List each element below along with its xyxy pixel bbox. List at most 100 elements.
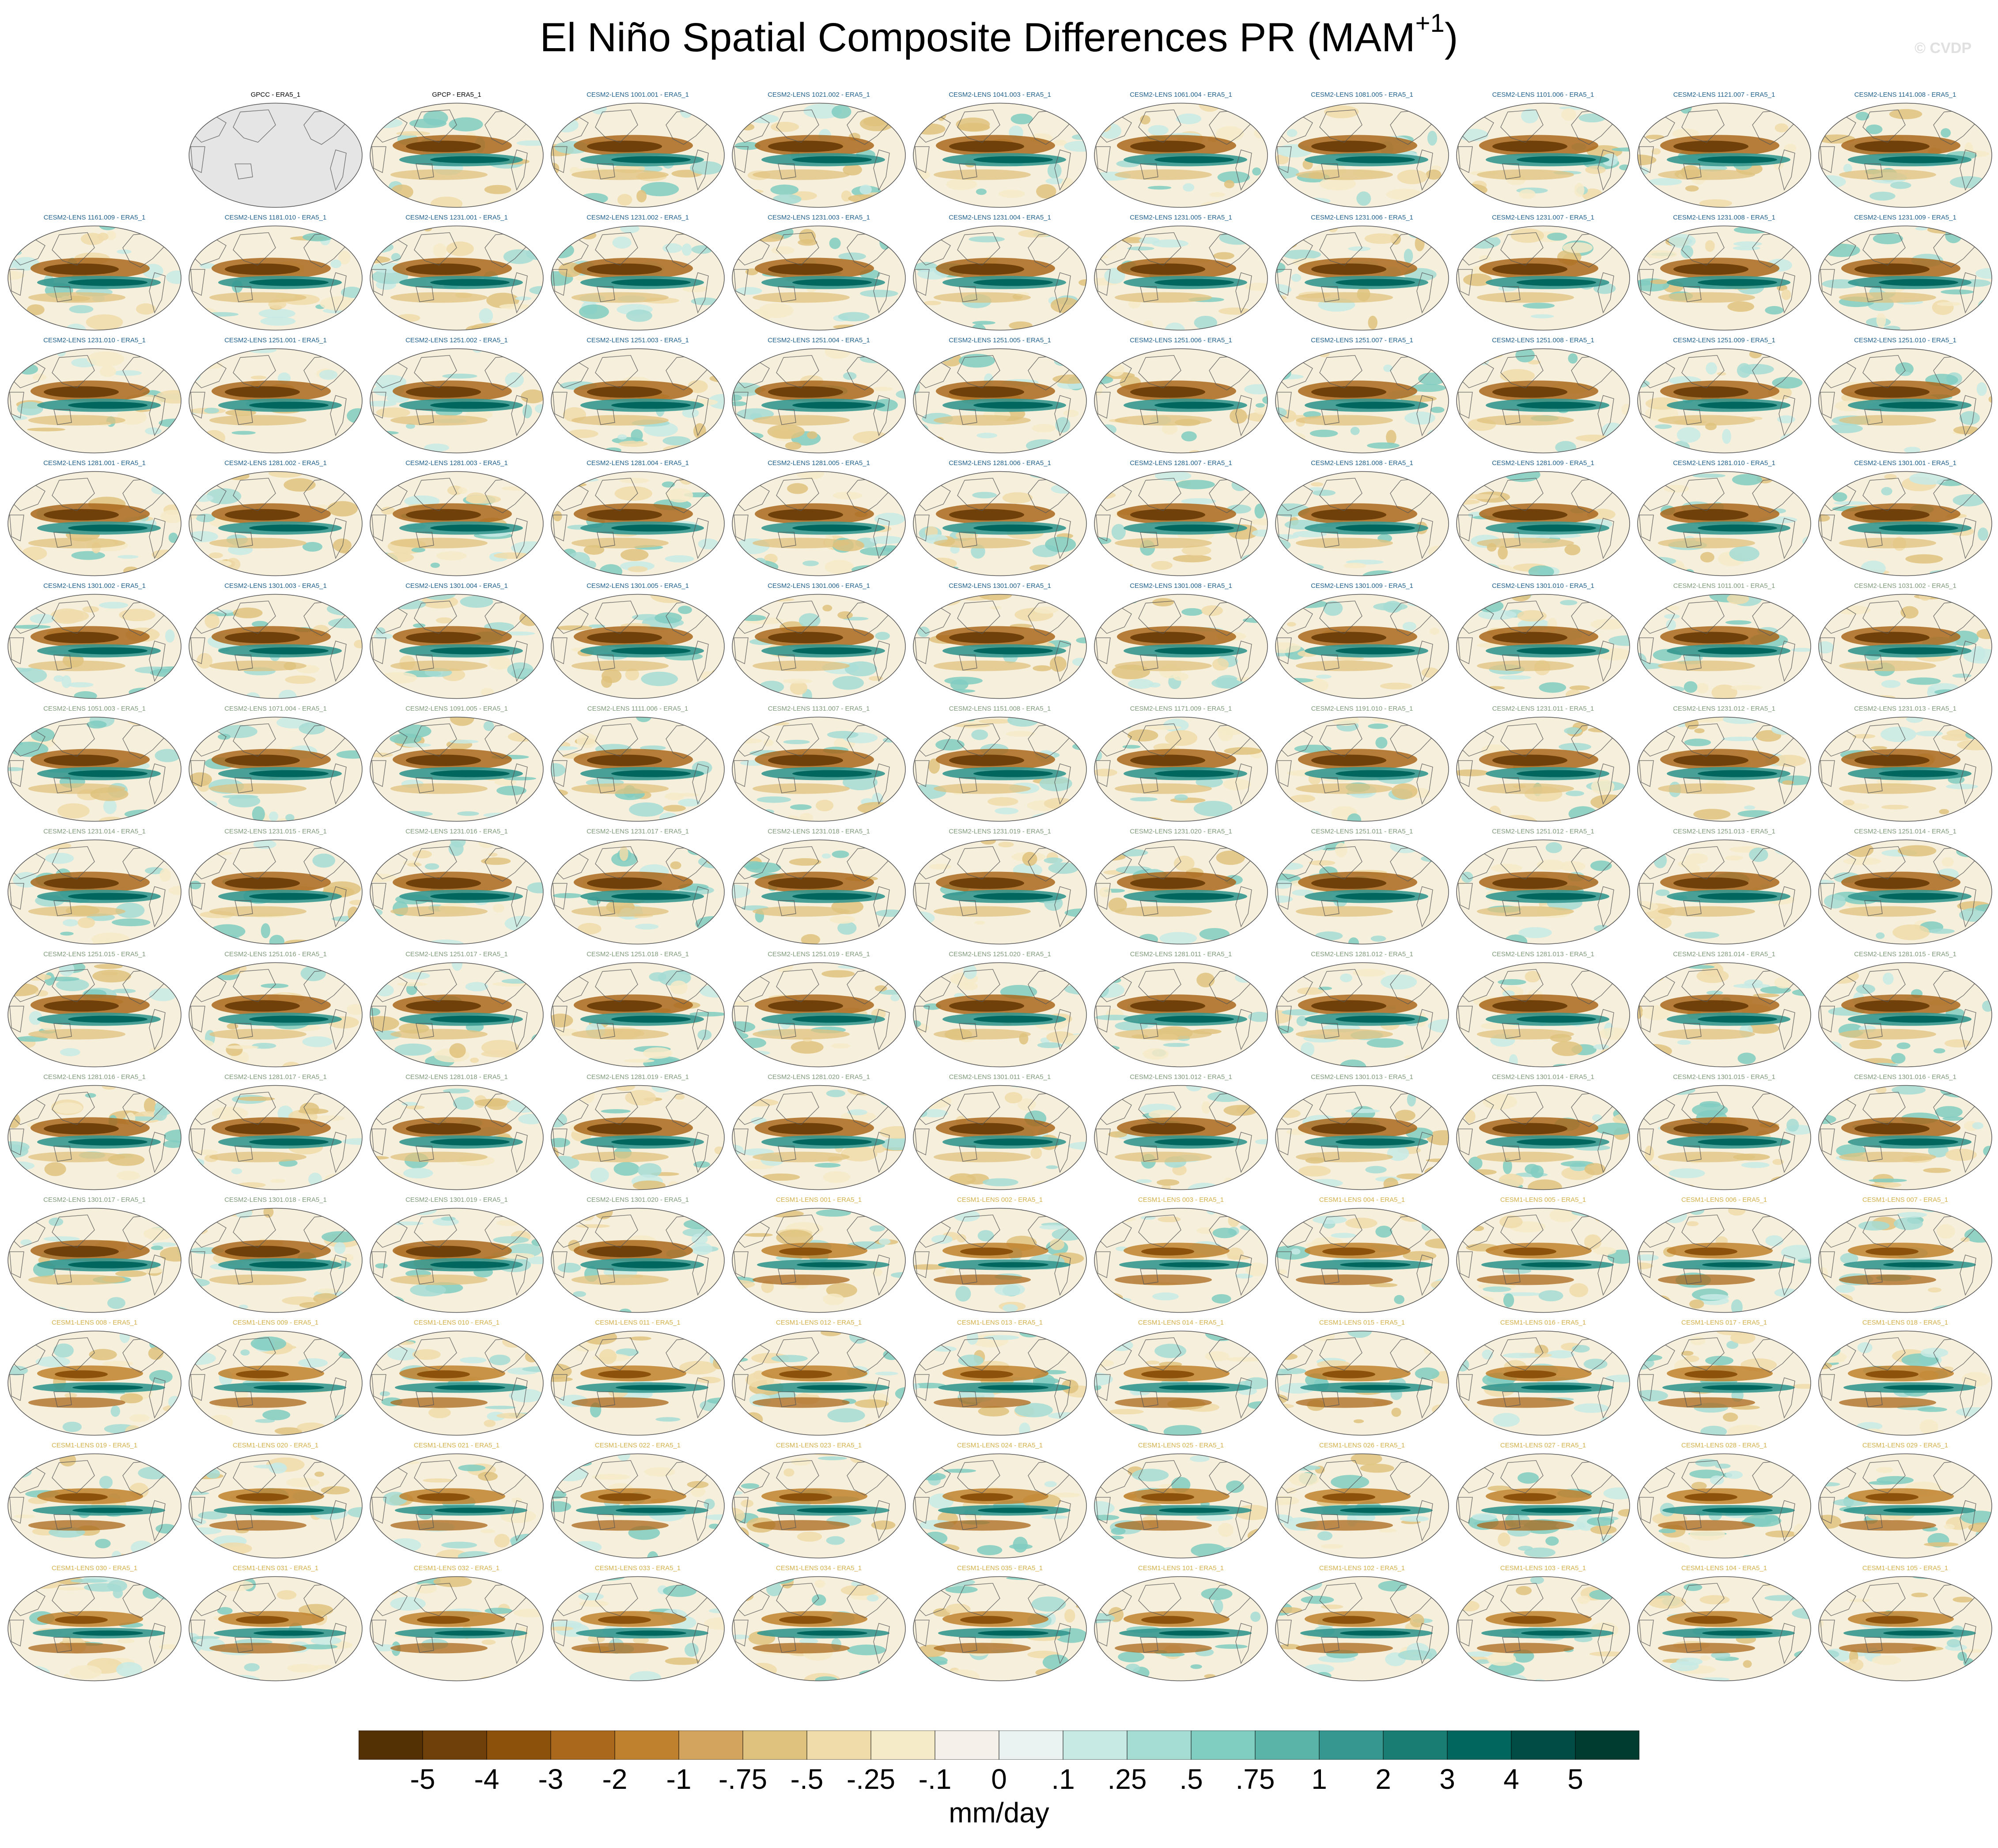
map-panel-label: CESM2-LENS 1251.003 - ERA5_1 <box>587 337 689 344</box>
map-panel: CESM1-LENS 002 - ERA5_1 <box>910 1196 1090 1316</box>
map-panel: GPCC - ERA5_1 <box>185 91 366 211</box>
map-panel-label: CESM1-LENS 034 - ERA5_1 <box>776 1564 862 1572</box>
map-panel: CESM2-LENS 1281.018 - ERA5_1 <box>367 1073 547 1193</box>
map-panel: CESM2-LENS 1301.018 - ERA5_1 <box>185 1196 366 1316</box>
global-map <box>8 962 182 1068</box>
global-map <box>1456 1330 1630 1436</box>
map-panel-label: CESM2-LENS 1231.012 - ERA5_1 <box>1673 705 1775 712</box>
global-map <box>1094 471 1268 576</box>
global-map <box>8 1453 182 1559</box>
map-panel-label: CESM2-LENS 1001.001 - ERA5_1 <box>587 91 689 98</box>
map-panel-label: CESM1-LENS 005 - ERA5_1 <box>1500 1196 1586 1204</box>
map-panel: CESM2-LENS 1101.006 - ERA5_1 <box>1453 91 1633 211</box>
global-map <box>370 471 544 576</box>
map-panel-label: CESM2-LENS 1231.009 - ERA5_1 <box>1854 214 1956 221</box>
global-map <box>189 102 363 208</box>
map-panel-label: CESM2-LENS 1231.005 - ERA5_1 <box>1130 214 1232 221</box>
map-panel-label: CESM2-LENS 1111.006 - ERA5_1 <box>587 705 689 712</box>
global-map <box>1818 594 1992 699</box>
map-panel-label: CESM1-LENS 020 - ERA5_1 <box>232 1442 319 1449</box>
global-map <box>913 716 1087 822</box>
global-map <box>1275 1208 1449 1313</box>
global-map <box>551 839 725 945</box>
chart-title-close: ) <box>1444 15 1458 60</box>
map-panel: CESM1-LENS 012 - ERA5_1 <box>729 1318 909 1439</box>
map-panel: CESM2-LENS 1251.011 - ERA5_1 <box>1272 827 1452 948</box>
global-map <box>370 716 544 822</box>
colorbar <box>359 1731 1639 1760</box>
map-panel: CESM2-LENS 1301.005 - ERA5_1 <box>548 582 728 702</box>
global-map <box>1275 225 1449 331</box>
global-map <box>189 594 363 699</box>
map-panel: GPCP - ERA5_1 <box>367 91 547 211</box>
map-panel-label: CESM2-LENS 1231.011 - ERA5_1 <box>1492 705 1594 712</box>
map-panel: CESM2-LENS 1141.008 - ERA5_1 <box>1815 91 1995 211</box>
map-panel: CESM2-LENS 1251.020 - ERA5_1 <box>910 950 1090 1071</box>
global-map <box>189 1330 363 1436</box>
map-panel-label: CESM2-LENS 1301.006 - ERA5_1 <box>768 582 870 590</box>
global-map <box>1275 1330 1449 1436</box>
global-map <box>1637 471 1811 576</box>
map-panel-label: CESM2-LENS 1131.007 - ERA5_1 <box>768 705 870 712</box>
map-panel-label: CESM2-LENS 1281.007 - ERA5_1 <box>1130 459 1232 467</box>
colorbar-tick-label: 1 <box>1311 1763 1327 1795</box>
map-panel-label: CESM1-LENS 016 - ERA5_1 <box>1500 1319 1586 1326</box>
map-panel-label: CESM2-LENS 1301.012 - ERA5_1 <box>1130 1073 1232 1081</box>
global-map <box>1094 225 1268 331</box>
map-panel-label: CESM2-LENS 1251.017 - ERA5_1 <box>405 951 508 958</box>
map-panel-label: CESM2-LENS 1231.002 - ERA5_1 <box>587 214 689 221</box>
map-panel: CESM2-LENS 1301.007 - ERA5_1 <box>910 582 1090 702</box>
colorbar-tick-label: -2 <box>602 1763 628 1795</box>
map-panel: CESM2-LENS 1041.003 - ERA5_1 <box>910 91 1090 211</box>
map-panel-label: CESM2-LENS 1251.014 - ERA5_1 <box>1854 828 1956 835</box>
map-panel: CESM2-LENS 1281.016 - ERA5_1 <box>4 1073 185 1193</box>
map-panel: CESM2-LENS 1251.013 - ERA5_1 <box>1634 827 1814 948</box>
global-map <box>1456 839 1630 945</box>
global-map <box>551 716 725 822</box>
map-panel-label: CESM1-LENS 007 - ERA5_1 <box>1862 1196 1949 1204</box>
map-panel-label: CESM1-LENS 028 - ERA5_1 <box>1681 1442 1767 1449</box>
map-panel-label: CESM2-LENS 1251.011 - ERA5_1 <box>1311 828 1413 835</box>
colorbar-box <box>550 1731 615 1760</box>
map-panel: CESM2-LENS 1281.010 - ERA5_1 <box>1634 459 1814 579</box>
map-panel: CESM2-LENS 1251.017 - ERA5_1 <box>367 950 547 1071</box>
map-panel: CESM1-LENS 023 - ERA5_1 <box>729 1441 909 1562</box>
map-panel-label: CESM2-LENS 1251.006 - ERA5_1 <box>1130 337 1232 344</box>
map-panel: CESM2-LENS 1231.008 - ERA5_1 <box>1634 213 1814 334</box>
map-panel-label: CESM2-LENS 1141.008 - ERA5_1 <box>1854 91 1956 98</box>
map-panel: CESM2-LENS 1281.019 - ERA5_1 <box>548 1073 728 1193</box>
global-map <box>1818 1453 1992 1559</box>
map-panel-label: CESM1-LENS 008 - ERA5_1 <box>51 1319 138 1326</box>
map-panel-label: CESM2-LENS 1301.018 - ERA5_1 <box>224 1196 327 1204</box>
global-map <box>1275 1453 1449 1559</box>
map-panel: CESM2-LENS 1251.008 - ERA5_1 <box>1453 336 1633 457</box>
global-map <box>1456 962 1630 1068</box>
map-panel-label: CESM2-LENS 1041.003 - ERA5_1 <box>949 91 1051 98</box>
map-panel: CESM1-LENS 033 - ERA5_1 <box>548 1564 728 1685</box>
global-map <box>1094 1576 1268 1681</box>
map-panel-label: GPCC - ERA5_1 <box>250 91 301 98</box>
global-map <box>1456 348 1630 454</box>
global-map <box>1456 225 1630 331</box>
map-panel-label: CESM1-LENS 012 - ERA5_1 <box>776 1319 862 1326</box>
colorbar-tick-label: 4 <box>1503 1763 1519 1795</box>
map-panel-label: CESM2-LENS 1231.020 - ERA5_1 <box>1130 828 1232 835</box>
map-panel: CESM2-LENS 1301.009 - ERA5_1 <box>1272 582 1452 702</box>
map-panel-label: CESM2-LENS 1181.010 - ERA5_1 <box>224 214 327 221</box>
global-map <box>732 1085 906 1190</box>
map-panel: CESM1-LENS 027 - ERA5_1 <box>1453 1441 1633 1562</box>
map-panel: CESM1-LENS 024 - ERA5_1 <box>910 1441 1090 1562</box>
colorbar-box <box>742 1731 807 1760</box>
map-panel: CESM2-LENS 1301.004 - ERA5_1 <box>367 582 547 702</box>
global-map <box>370 102 544 208</box>
map-panel: CESM2-LENS 1281.012 - ERA5_1 <box>1272 950 1452 1071</box>
map-panel: CESM2-LENS 1281.014 - ERA5_1 <box>1634 950 1814 1071</box>
global-map <box>1818 102 1992 208</box>
map-panel: CESM1-LENS 021 - ERA5_1 <box>367 1441 547 1562</box>
map-panel-label: CESM2-LENS 1281.001 - ERA5_1 <box>43 459 146 467</box>
map-panel-label: CESM1-LENS 004 - ERA5_1 <box>1319 1196 1405 1204</box>
map-panel-label: CESM2-LENS 1301.020 - ERA5_1 <box>587 1196 689 1204</box>
global-map <box>551 1330 725 1436</box>
map-panel-label: CESM1-LENS 026 - ERA5_1 <box>1319 1442 1405 1449</box>
map-panel-label: CESM1-LENS 024 - ERA5_1 <box>957 1442 1043 1449</box>
